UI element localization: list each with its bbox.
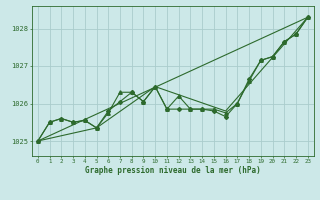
X-axis label: Graphe pression niveau de la mer (hPa): Graphe pression niveau de la mer (hPa) — [85, 166, 261, 175]
